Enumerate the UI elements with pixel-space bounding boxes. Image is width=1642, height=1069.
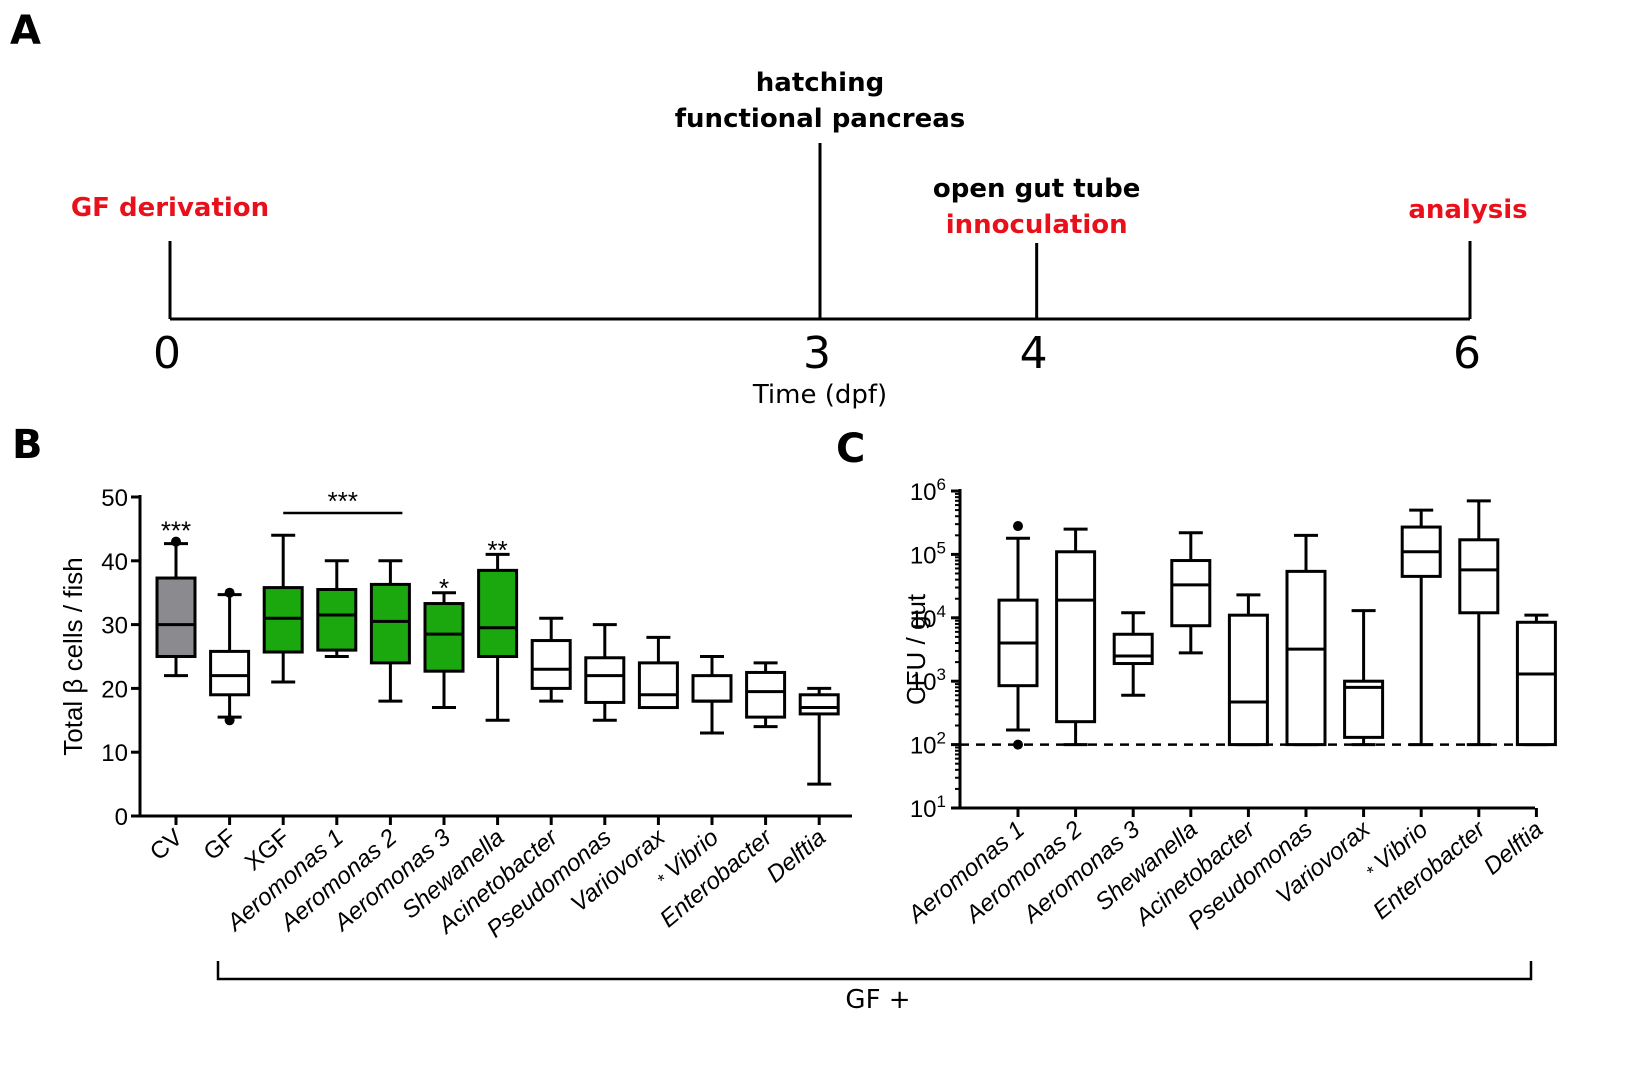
- chart-b-box-cv: [155, 542, 197, 678]
- chart-c-box-shewanella: [1170, 531, 1212, 655]
- chart-c-box-variovorax: [1343, 609, 1385, 747]
- chart-b-outlier-point: [224, 715, 235, 726]
- chart-b-significance-label: *: [439, 573, 449, 603]
- panel-letter-b: B: [12, 422, 43, 468]
- chart-c-ytick-label: 102: [910, 729, 946, 760]
- box-iqr: [316, 588, 358, 652]
- chart-c-box-aeromonas-1: [997, 536, 1039, 732]
- chart-b-box-acinetobacter: [530, 616, 572, 703]
- chart-c-outlier-point: [1013, 521, 1023, 532]
- chart-b-ytick-label: 40: [101, 549, 128, 576]
- gf-plus-bracket: GF +: [216, 961, 1533, 1015]
- timeline-event-functional-pancreas: functional pancreas: [675, 104, 966, 134]
- chart-b-box-xgf: [262, 533, 304, 684]
- box-iqr: [209, 649, 251, 697]
- chart-c-box-aeromonas-3: [1112, 611, 1154, 697]
- chart-b-box-aeromonas-1: [316, 559, 358, 658]
- chart-b-outlier-point: [224, 587, 235, 598]
- chart-b-outlier-point: [171, 536, 181, 547]
- box-iqr: [1170, 559, 1212, 628]
- chart-c-y-axis-label: CFU / gut: [901, 593, 931, 705]
- chart-b-box-shewanella: [477, 552, 519, 722]
- box-iqr: [423, 602, 465, 673]
- timeline-events: GF derivation hatching functional pancreas…: [71, 68, 1528, 319]
- chart-b-ytick-label: 20: [101, 676, 128, 703]
- chart-b-ytick-label: 50: [101, 485, 128, 512]
- timeline-ticks: 0 3 4 6: [153, 328, 1481, 379]
- chart-b-box-aeromonas-2: [369, 559, 411, 703]
- chart-b-box-variovorax: [637, 635, 679, 710]
- timeline-event-innoculation: innoculation: [946, 210, 1128, 240]
- box-iqr: [1343, 679, 1385, 739]
- box-iqr: [1055, 550, 1097, 724]
- box-iqr: [477, 568, 519, 658]
- chart-c-ytick-label: 106: [910, 475, 946, 506]
- box-iqr: [637, 661, 679, 710]
- bracket-label: GF +: [845, 985, 910, 1015]
- chart-b-box-pseudomonas: [584, 623, 626, 722]
- timeline-xlabel: Time (dpf): [752, 380, 887, 410]
- chart-b-category-label-delftia: Delftia: [762, 824, 831, 888]
- chart-b-box-aeromonas-3: [423, 591, 465, 710]
- box-iqr: [691, 674, 733, 703]
- chart-c-ytick-label: 104: [910, 602, 946, 633]
- panel-letter-c: C: [836, 426, 865, 472]
- chart-b-significance-label: **: [487, 535, 507, 565]
- chart-c-box-aeromonas-2: [1055, 527, 1097, 747]
- box-iqr: [369, 582, 411, 665]
- chart-b-box-enterobacter: [745, 661, 787, 729]
- panel-letter-a: A: [10, 8, 41, 54]
- chart-c-box-acinetobacter: [1227, 593, 1269, 747]
- chart-b-category-label-cv: CV: [145, 824, 188, 866]
- box-iqr: [1285, 569, 1327, 747]
- timeline-tick-label-4: 4: [1020, 328, 1048, 379]
- chart-c-ytick-label: 105: [910, 538, 946, 569]
- box-iqr: [1227, 613, 1269, 747]
- chart-b-ytick-label: 0: [115, 804, 128, 831]
- box-iqr: [584, 656, 626, 704]
- bracket-line: [216, 961, 1533, 981]
- box-iqr: [798, 693, 840, 716]
- chart-c-box-pseudomonas: [1285, 533, 1327, 747]
- box-iqr: [1458, 538, 1500, 615]
- timeline: 0 3 4 6 GF derivation hatching functional pan…: [71, 68, 1528, 410]
- timeline-tick-label-3: 3: [803, 328, 831, 379]
- chart-c-ytick-label: 103: [910, 665, 946, 696]
- timeline-event-gf-derivation: GF derivation: [71, 193, 269, 223]
- box-iqr: [745, 670, 787, 719]
- chart-c-outlier-point: [1013, 739, 1023, 750]
- chart-b-category-label-gf: GF: [199, 824, 242, 866]
- timeline-event-hatching: hatching: [756, 68, 884, 98]
- chart-b-box-delftia: [798, 686, 840, 786]
- chart-c-box-enterobacter: [1458, 499, 1500, 747]
- box-iqr: [1515, 620, 1557, 747]
- box-iqr: [530, 639, 572, 690]
- chart-c-box-delftia: [1515, 613, 1557, 747]
- chart-b-box-gf: [209, 593, 251, 719]
- chart-b-ytick-label: 10: [101, 740, 128, 767]
- chart-b-significance-label: ***: [328, 486, 358, 516]
- timeline-event-open-gut-tube: open gut tube: [933, 174, 1140, 204]
- timeline-tick-label-0: 0: [153, 328, 181, 379]
- chart-b-y-axis-label: Total β cells / fish: [58, 557, 88, 755]
- chart-c-ytick-label: 101: [910, 792, 946, 823]
- box-iqr: [1112, 632, 1154, 666]
- chart-b-box-vibrio: [691, 655, 733, 735]
- chart-b-ytick-label: 30: [101, 613, 128, 640]
- timeline-event-analysis: analysis: [1408, 195, 1527, 225]
- box-iqr: [262, 586, 304, 654]
- chart-c-category-label-delftia: Delftia: [1479, 816, 1548, 880]
- box-iqr: [155, 576, 197, 658]
- chart-c-box-vibrio: [1400, 508, 1442, 747]
- timeline-tick-label-6: 6: [1453, 328, 1481, 379]
- chart-b-significance-label: ***: [161, 516, 191, 546]
